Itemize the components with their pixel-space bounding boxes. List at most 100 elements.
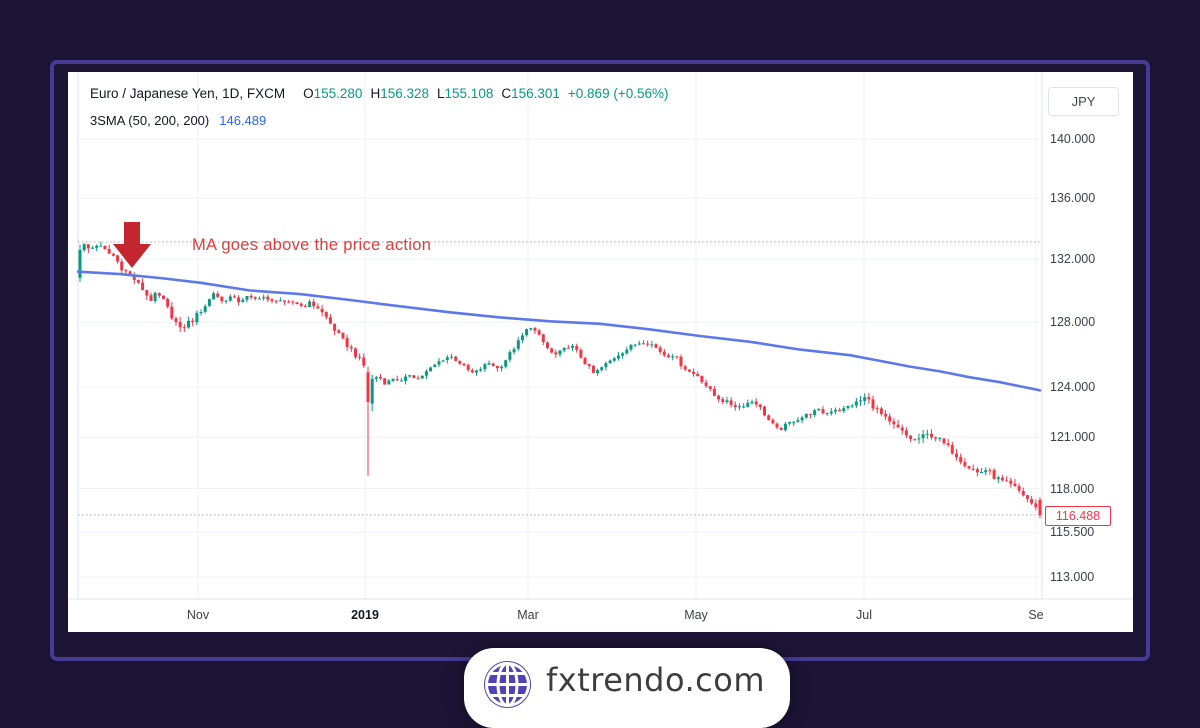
candle-body (91, 247, 94, 249)
time-axis[interactable]: Nov 2019 Mar May Jul Se (68, 599, 1044, 632)
time-tick-label: 2019 (351, 608, 379, 622)
price-tick-label: 136.000 (1050, 191, 1096, 206)
candle-body (95, 245, 99, 248)
candle-body (746, 402, 750, 407)
time-tick-label: Se (1028, 608, 1044, 622)
candle-body (454, 356, 458, 361)
change-value: +0.869 (+0.56%) (567, 86, 669, 101)
candle-body (921, 434, 925, 439)
candle-body (1034, 503, 1038, 508)
sma-line (76, 270, 1042, 392)
candle-body (975, 469, 979, 473)
candle-body (470, 370, 474, 373)
candle-body (312, 301, 316, 307)
candle-body (153, 292, 157, 301)
trading-chart-window[interactable]: Euro / Japanese Yen, 1D, FXCM O155.280 H15… (68, 72, 1133, 632)
candle-body (370, 378, 374, 404)
candle-body (566, 347, 570, 349)
sma-indicator-label[interactable]: 3SMA (50, 200, 200) (90, 113, 210, 128)
candle-body (107, 249, 111, 254)
price-axis[interactable]: 140.000 136.000 132.000 128.000 124.000 121.0… (1042, 72, 1133, 599)
candle-body (166, 298, 170, 307)
candle-body (237, 297, 241, 303)
candle-body (859, 400, 862, 402)
price-tick-label: 118.000 (1050, 481, 1095, 496)
currency-toggle-button[interactable]: JPY (1048, 87, 1119, 116)
fxtrendo-brand-badge[interactable]: fxtrendo.com (464, 648, 790, 728)
annotation-arrow-icon[interactable] (113, 222, 151, 268)
candle-body (212, 293, 216, 300)
candle-body (1000, 477, 1004, 481)
candle-body (763, 406, 766, 416)
annotation-text[interactable]: MA goes above the price action (192, 236, 432, 254)
candle-body (404, 376, 408, 381)
candle-body (788, 422, 792, 424)
sma-indicator-value: 146.489 (219, 113, 267, 128)
candle-body (938, 438, 942, 440)
candle-body (700, 376, 704, 383)
open-value: 155.280 (313, 86, 363, 101)
candle-body (896, 424, 900, 428)
price-tick-label: 113.000 (1050, 570, 1095, 585)
candle-body (358, 356, 362, 358)
candle-body (988, 470, 992, 472)
candle-body (725, 400, 729, 402)
candle-body (554, 352, 558, 355)
candle-body (750, 401, 754, 403)
candle-body (687, 369, 691, 372)
candle-body (379, 377, 382, 379)
symbol-title[interactable]: Euro / Japanese Yen, 1D, FXCM (90, 86, 286, 101)
candle-body (696, 374, 700, 377)
candle-body (362, 357, 366, 366)
candle-body (258, 298, 261, 300)
candle-body (337, 330, 341, 333)
candle-body (829, 411, 833, 414)
candle-body (199, 312, 203, 313)
time-tick-label: May (684, 608, 708, 622)
candle-body (792, 422, 796, 424)
close-value: 156.301 (511, 86, 560, 101)
candle-body (270, 299, 274, 301)
candle-body (783, 423, 787, 431)
candle-body (533, 328, 537, 331)
candle-body (679, 356, 683, 367)
candle-body (136, 280, 140, 283)
candle-body (116, 255, 120, 262)
candle-body (992, 470, 996, 479)
price-chart-canvas[interactable] (68, 72, 1133, 632)
candle-body (717, 395, 721, 400)
candle-body (742, 406, 746, 408)
candle-body (808, 414, 812, 416)
candle-body (996, 477, 1000, 480)
candle-body (537, 330, 541, 335)
candle-body (963, 462, 967, 467)
candle-body (942, 438, 946, 444)
candle-body (132, 274, 136, 280)
candle-body (320, 308, 324, 313)
candle-body (191, 320, 195, 322)
candle-body (303, 306, 307, 307)
candle-body (984, 470, 988, 473)
candle-body (341, 332, 345, 339)
candle-body (174, 318, 178, 322)
candle-body (621, 353, 625, 356)
candle-body (299, 303, 303, 306)
candle-body (249, 295, 253, 298)
price-tick-label: 124.000 (1050, 380, 1096, 395)
candle-body (295, 302, 299, 304)
price-tick-label: 128.000 (1050, 315, 1096, 330)
indicator-legend-row[interactable]: 3SMA (50, 200, 200) 146.489 (90, 113, 266, 133)
last-price-badge: 116.488 (1045, 505, 1111, 526)
candle-body (374, 377, 378, 379)
chart-legend-row[interactable]: Euro / Japanese Yen, 1D, FXCM O155.280 H15… (90, 86, 668, 106)
candle-body (863, 397, 867, 401)
candle-body (475, 370, 478, 373)
candle-body (103, 246, 107, 250)
candle-body (821, 409, 825, 414)
candle-body (571, 345, 574, 348)
time-tick-label: Jul (856, 608, 872, 622)
candle-body (458, 361, 462, 364)
candle-body (930, 433, 933, 438)
candle-body (308, 301, 312, 307)
candle-body (349, 346, 353, 349)
